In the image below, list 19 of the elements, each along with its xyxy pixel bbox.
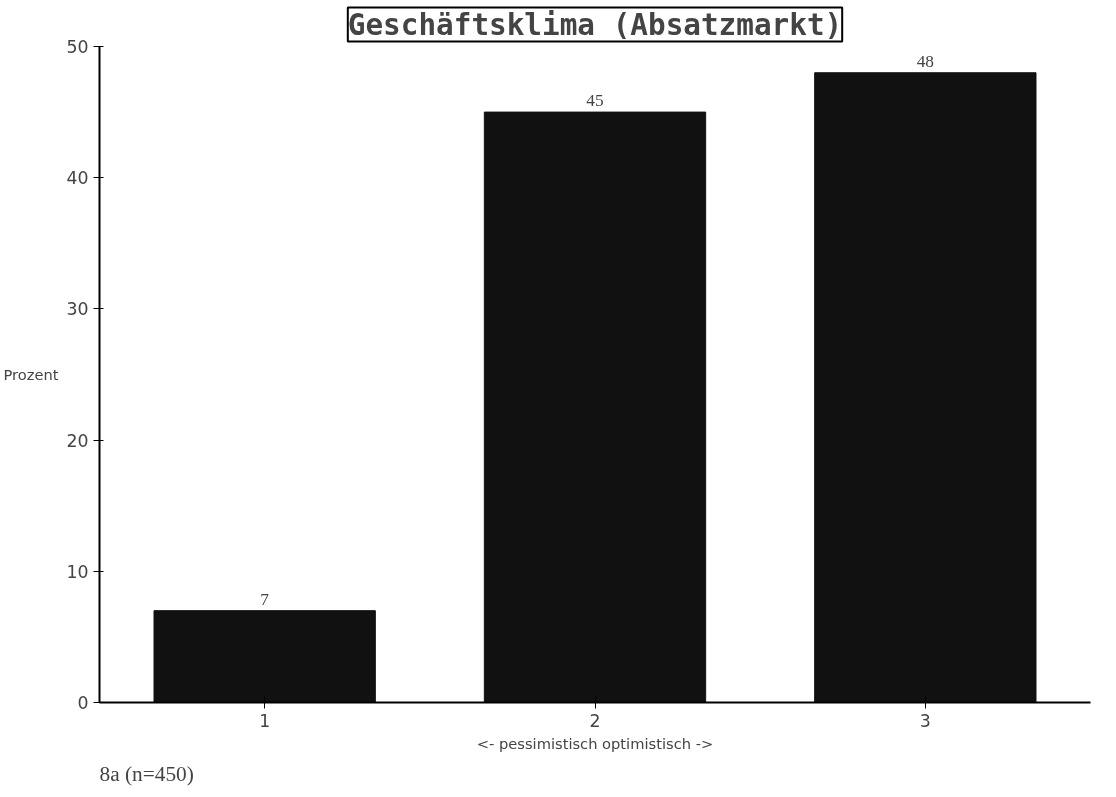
y-axis-title: Prozent: [3, 366, 59, 383]
y-tick-label: 30: [66, 299, 89, 320]
bar: [153, 610, 376, 703]
bar: [814, 72, 1037, 703]
x-tick-label: 2: [589, 710, 601, 731]
data-label: 48: [916, 51, 934, 71]
text: 8a (n=450): [99, 761, 194, 786]
y-tick-label: 10: [66, 561, 89, 582]
y-tick-label: 50: [66, 37, 89, 57]
data-label: 45: [586, 91, 604, 111]
x-tick-label: 1: [259, 710, 271, 731]
x-tick-label: 3: [919, 710, 931, 731]
data-label: 7: [260, 589, 270, 609]
y-tick-label: 0: [77, 693, 89, 713]
y-tick-label: 40: [66, 168, 89, 189]
bar: [483, 111, 707, 703]
chart-title: Geschäftsklima (Absatzmarkt): [347, 7, 843, 42]
y-tick-label: 20: [66, 430, 89, 451]
x-axis-title: <- pessimistisch optimistisch ->: [476, 734, 714, 752]
